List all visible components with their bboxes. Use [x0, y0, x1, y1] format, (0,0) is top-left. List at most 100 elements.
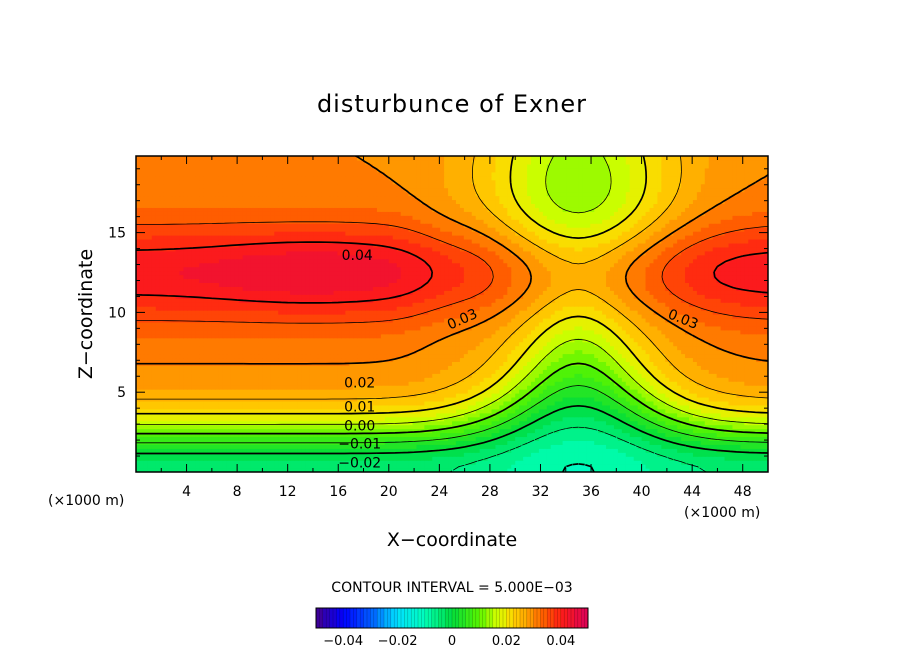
field-cell	[420, 396, 425, 402]
field-cell	[696, 373, 702, 378]
field-cell	[542, 420, 548, 426]
field-cell	[499, 381, 504, 386]
field-cell	[554, 365, 560, 370]
field-cell	[491, 361, 497, 366]
field-cell	[617, 460, 623, 465]
field-cell	[491, 400, 497, 406]
field-cell	[187, 452, 192, 457]
field-cell	[463, 361, 469, 366]
field-cell	[448, 404, 453, 410]
field-cell	[147, 468, 153, 472]
field-cell	[242, 464, 248, 469]
field-cell	[712, 353, 718, 359]
field-cell	[242, 365, 248, 370]
field-cell	[550, 468, 556, 472]
field-cell	[704, 420, 710, 426]
field-cell	[238, 464, 244, 469]
field-cell	[357, 452, 362, 457]
field-cell	[712, 452, 718, 457]
field-cell	[546, 436, 552, 441]
field-cell	[708, 468, 714, 472]
field-cell	[621, 385, 627, 390]
field-cell	[617, 381, 623, 386]
field-cell	[211, 444, 216, 449]
field-cell	[396, 428, 402, 434]
field-cell	[487, 357, 493, 362]
field-cell	[712, 377, 718, 382]
field-cell	[325, 436, 331, 441]
field-cell	[479, 353, 485, 359]
field-cell	[191, 404, 196, 410]
field-cell	[503, 428, 508, 434]
field-cell	[475, 385, 481, 390]
field-cell	[432, 373, 437, 378]
field-cell	[740, 404, 745, 410]
field-cell	[195, 349, 200, 355]
field-cell	[203, 385, 208, 390]
field-cell	[495, 428, 500, 434]
field-cell	[226, 400, 232, 406]
field-cell	[436, 353, 441, 359]
field-cell	[534, 444, 540, 449]
field-cell	[211, 385, 216, 390]
field-cell	[669, 353, 674, 359]
field-cell	[633, 424, 639, 430]
field-cell	[629, 420, 635, 426]
field-cell	[222, 408, 228, 414]
field-cell	[736, 404, 741, 410]
field-cell	[700, 396, 706, 402]
field-cell	[523, 460, 528, 465]
field-cell	[487, 420, 493, 426]
field-cell	[649, 353, 655, 359]
field-cell	[187, 456, 192, 461]
field-cell	[519, 420, 524, 426]
field-cell	[760, 460, 765, 465]
field-cell	[179, 432, 184, 438]
field-cell	[333, 448, 339, 453]
field-cell	[195, 444, 200, 449]
field-cell	[294, 393, 299, 398]
field-cell	[171, 416, 177, 422]
field-cell	[728, 357, 734, 362]
field-cell	[756, 456, 761, 461]
field-cell	[463, 365, 469, 370]
field-cell	[633, 373, 639, 378]
field-cell	[136, 353, 141, 359]
field-cell	[677, 361, 682, 366]
field-cell	[748, 412, 753, 418]
field-cell	[234, 420, 240, 426]
field-cell	[183, 365, 188, 370]
field-cell	[534, 416, 540, 422]
field-cell	[147, 436, 153, 441]
field-cell	[215, 353, 220, 359]
field-cell	[274, 373, 279, 378]
field-cell	[167, 432, 173, 438]
field-cell	[452, 456, 457, 461]
field-cell	[420, 440, 425, 445]
field-cell	[183, 357, 188, 362]
field-cell	[345, 369, 350, 374]
field-cell	[720, 377, 726, 382]
field-cell	[313, 468, 319, 472]
field-cell	[301, 460, 307, 465]
field-cell	[349, 365, 354, 370]
field-cell	[424, 385, 429, 390]
field-cell	[282, 456, 287, 461]
field-cell	[337, 404, 342, 410]
field-cell	[542, 369, 548, 374]
field-cell	[373, 424, 378, 430]
field-cell	[282, 357, 287, 362]
field-cell	[341, 444, 346, 449]
field-cell	[147, 353, 153, 359]
field-cell	[689, 353, 694, 359]
field-cell	[175, 436, 181, 441]
field-cell	[740, 389, 745, 394]
field-cell	[167, 428, 173, 434]
field-cell	[175, 400, 181, 406]
field-cell	[720, 393, 726, 398]
field-cell	[179, 416, 184, 422]
field-cell	[444, 424, 449, 430]
field-cell	[621, 361, 627, 366]
field-cell	[392, 456, 398, 461]
field-cell	[491, 404, 497, 410]
